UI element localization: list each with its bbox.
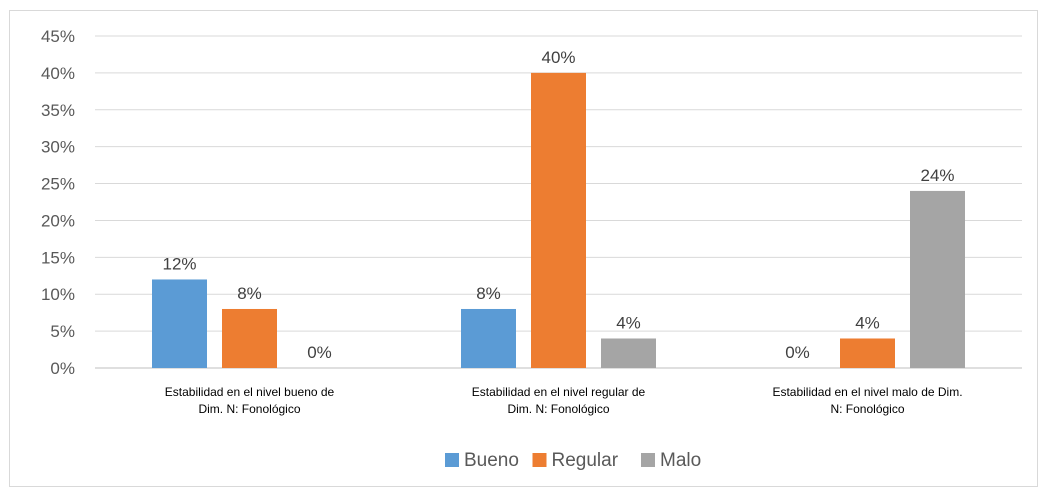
category-label-line: N: Fonológico — [830, 402, 904, 416]
bar-bueno-2 — [461, 308, 516, 368]
category-label-line: Estabilidad en el nivel bueno de — [165, 385, 335, 399]
legend-label-bueno: Bueno — [464, 450, 519, 471]
legend-swatch-bueno — [445, 453, 459, 467]
bar-regular-3 — [840, 338, 895, 368]
bars — [152, 72, 965, 368]
y-tick-label: 20% — [41, 211, 75, 230]
data-label-regular-3: 4% — [855, 313, 880, 332]
y-tick-label: 30% — [41, 138, 75, 157]
data-label-regular-2: 40% — [541, 48, 575, 67]
y-tick-label: 15% — [41, 248, 75, 267]
y-tick-label: 10% — [41, 285, 75, 304]
data-label-malo-3: 24% — [920, 166, 954, 185]
data-label-malo-2: 4% — [616, 313, 641, 332]
data-label-bueno-3: 0% — [785, 343, 810, 362]
category-label-line: Dim. N: Fonológico — [198, 402, 300, 416]
y-axis-ticks: 0% 5% 10% 15% 20% 25% 30% 35% 40% 45% — [41, 27, 75, 378]
y-tick-label: 35% — [41, 101, 75, 120]
category-label-line: Dim. N: Fonológico — [507, 402, 609, 416]
category-label-2: Estabilidad en el nivel regular de Dim. N… — [472, 385, 646, 416]
bar-regular-2 — [531, 72, 586, 368]
data-label-malo-1: 0% — [307, 343, 332, 362]
category-label-3: Estabilidad en el nivel malo de Dim. N: F… — [772, 385, 962, 416]
category-label-1: Estabilidad en el nivel bueno de Dim. N: … — [165, 385, 335, 416]
chart-frame — [9, 10, 1038, 487]
data-label-regular-1: 8% — [237, 284, 262, 303]
y-tick-label: 45% — [41, 27, 75, 46]
data-label-bueno-2: 8% — [476, 284, 501, 303]
y-tick-label: 0% — [50, 359, 75, 378]
category-label-line: Estabilidad en el nivel malo de Dim. — [772, 385, 962, 399]
legend: Bueno Regular Malo — [445, 450, 701, 471]
legend-label-regular: Regular — [552, 450, 619, 471]
bar-malo-2 — [601, 338, 656, 368]
legend-swatch-malo — [641, 453, 655, 467]
bar-malo-3 — [910, 190, 965, 368]
bar-regular-1 — [222, 308, 277, 368]
y-tick-label: 40% — [41, 64, 75, 83]
data-label-bueno-1: 12% — [162, 254, 196, 273]
legend-label-malo: Malo — [660, 450, 701, 471]
bar-bueno-1 — [152, 279, 207, 368]
y-tick-label: 25% — [41, 175, 75, 194]
legend-swatch-regular — [532, 453, 547, 467]
category-label-line: Estabilidad en el nivel regular de — [472, 385, 646, 399]
y-tick-label: 5% — [50, 322, 75, 341]
data-labels: 12% 8% 0% 8% 40% 4% 0% 4% 24% — [162, 48, 954, 362]
category-labels: Estabilidad en el nivel bueno de Dim. N: … — [165, 385, 963, 416]
